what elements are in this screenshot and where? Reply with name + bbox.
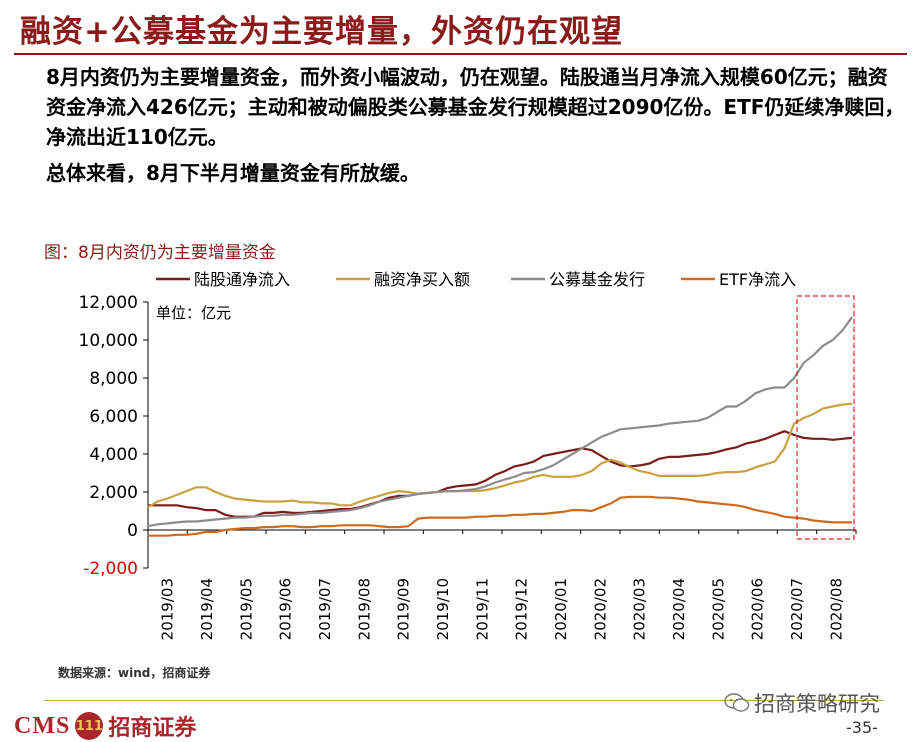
wechat-icon [724,693,750,712]
body-paragraph-1: 8月内资仍为主要增量资金，而外资小幅波动，仍在观望。陆股通当月净流入规模60亿元… [46,65,905,149]
series-line-2 [147,402,853,509]
wechat-watermark: 招商策略研究 [724,688,880,718]
x-tick-label: 2019/10 [434,578,452,640]
logo-badge-icon: 111 [75,712,104,740]
x-tick-label: 2019/09 [395,578,413,640]
x-tick-label: 2020/02 [591,578,609,640]
x-tick-label: 2019/08 [355,578,373,640]
x-tick-label: 2019/11 [473,578,491,640]
x-tick-label: 2019/04 [198,578,216,640]
x-tick-label: 2019/06 [277,578,295,640]
x-tick-label: 2019/03 [159,578,177,640]
y-tick-label: 12,000 [79,293,138,313]
footer-divider [44,700,884,701]
y-tick-label: 6,000 [89,407,138,427]
unit-label: 单位：亿元 [156,304,231,322]
x-tick-label: 2019/07 [316,578,334,640]
legend-label: 陆股通净流入 [194,270,290,289]
x-tick-label: 2020/04 [670,578,688,640]
body-paragraph-2: 总体来看，8月下半月增量资金有所放缓。 [46,161,420,185]
x-tick-label: 2019/12 [513,578,531,640]
y-tick-label: 2,000 [89,483,138,503]
y-tick-label: 10,000 [79,331,138,351]
y-tick-label: -2,000 [83,559,138,579]
chart-series [147,316,853,537]
highlight-box [796,295,855,540]
x-tick-label: 2020/08 [827,578,845,640]
data-source: 数据来源：wind，招商证券 [58,666,211,680]
legend-label: ETF净流入 [719,270,796,289]
logo-latin: CMS [14,712,71,739]
chart-caption: 图：8月内资仍为主要增量资金 [44,243,276,263]
x-tick-label: 2020/07 [788,578,806,640]
y-tick-label: 4,000 [89,445,138,465]
y-tick-label: 8,000 [89,369,138,389]
chart-axes: -2,000 0 2,000 4,000 6,000 8,000 10,000 12,000 2… [79,293,857,640]
wechat-account-name: 招商策略研究 [754,692,880,716]
x-tick-label: 2020/01 [552,578,570,640]
series-line-3 [147,316,853,528]
x-tick-label: 2020/03 [631,578,649,640]
company-logo: CMS 111 招商证券 [14,710,196,742]
page-title: 融资+公募基金为主要增量，外资仍在观望 [20,14,623,50]
legend-label: 公募基金发行 [549,270,645,289]
series-line-4 [148,495,852,537]
chart-legend: 陆股通净流入 融资净买入额 公募基金发行 ETF净流入 [156,270,796,289]
logo-chinese: 招商证券 [108,716,197,741]
body-text: 8月内资仍为主要增量资金，而外资小幅波动，仍在观望。陆股通当月净流入规模60亿元… [46,62,906,194]
x-tick-label: 2020/05 [709,578,727,640]
page-number: -35- [846,718,878,737]
legend-label: 融资净买入额 [374,270,470,289]
x-tick-label: 2020/06 [749,578,767,640]
y-tick-label: 0 [127,521,138,541]
x-tick-label: 2019/05 [237,578,255,640]
title-divider [14,53,907,55]
series-line-1 [148,430,853,518]
